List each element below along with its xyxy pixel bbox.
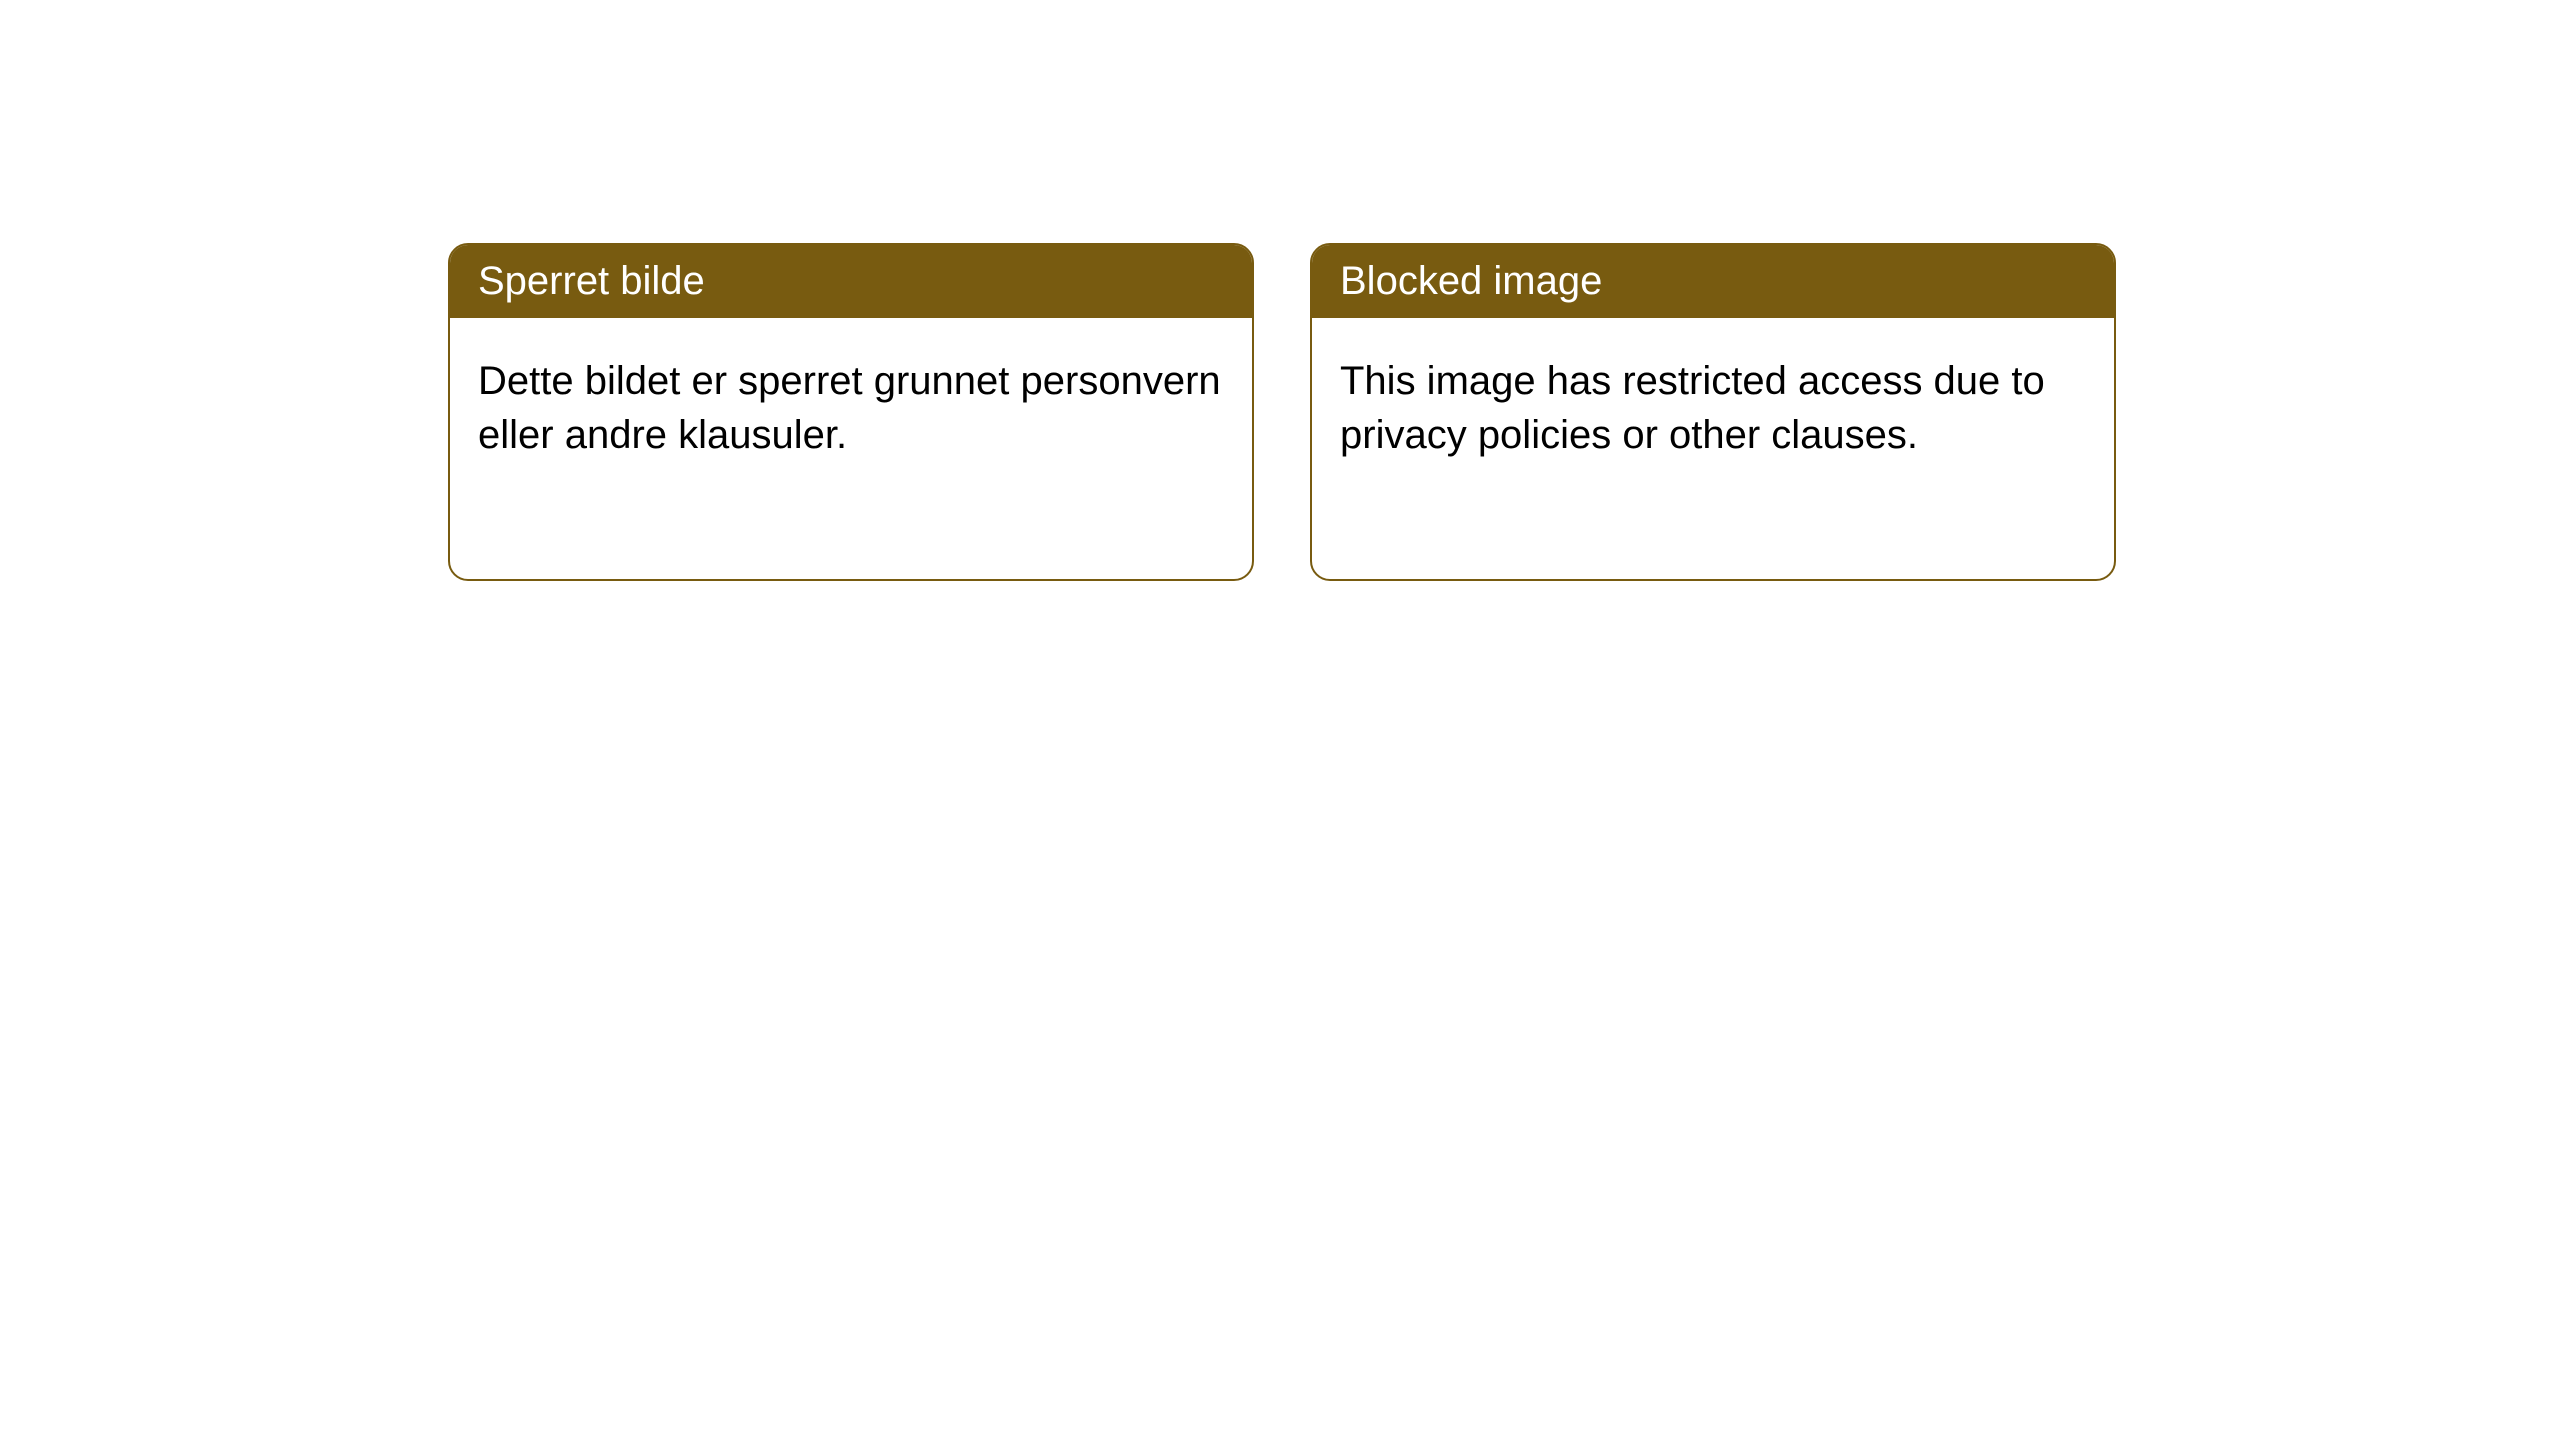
card-body: This image has restricted access due to … — [1312, 318, 2114, 490]
card-norwegian: Sperret bilde Dette bildet er sperret gr… — [448, 243, 1254, 581]
card-body-text: Dette bildet er sperret grunnet personve… — [478, 359, 1221, 457]
card-title: Sperret bilde — [478, 259, 705, 303]
card-body: Dette bildet er sperret grunnet personve… — [450, 318, 1252, 490]
card-title: Blocked image — [1340, 259, 1602, 303]
card-header: Blocked image — [1312, 245, 2114, 318]
card-body-text: This image has restricted access due to … — [1340, 359, 2045, 457]
card-english: Blocked image This image has restricted … — [1310, 243, 2116, 581]
card-header: Sperret bilde — [450, 245, 1252, 318]
cards-container: Sperret bilde Dette bildet er sperret gr… — [448, 243, 2116, 581]
